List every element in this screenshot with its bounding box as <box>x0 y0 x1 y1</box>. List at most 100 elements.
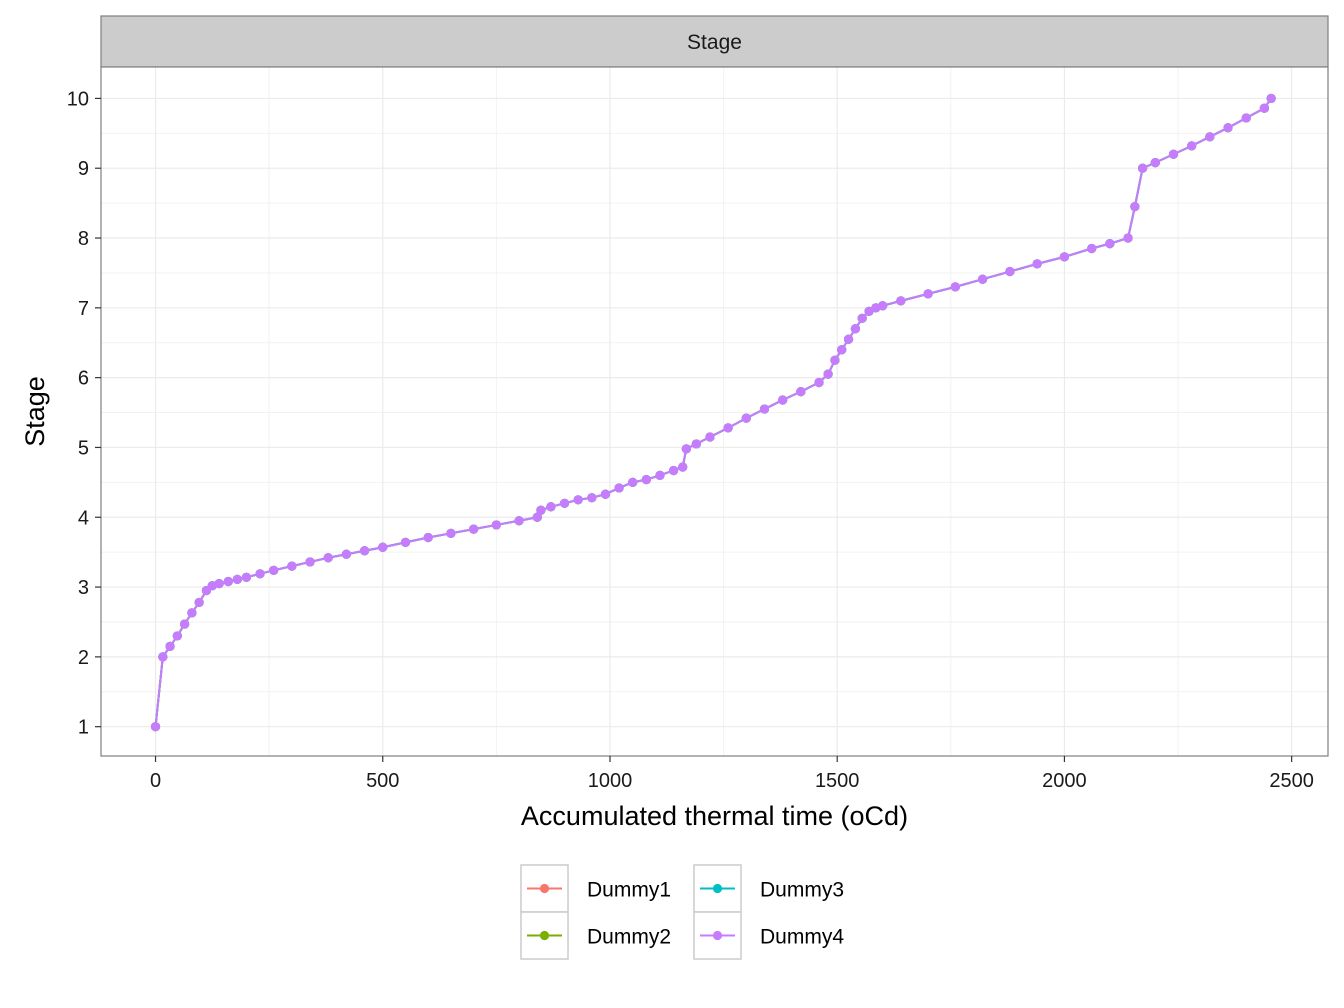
data-point <box>823 369 833 379</box>
data-point <box>532 512 542 522</box>
data-point <box>796 387 806 397</box>
data-point <box>850 324 860 334</box>
data-point <box>678 462 688 472</box>
data-point <box>269 565 279 575</box>
data-point <box>150 722 161 732</box>
data-point <box>878 301 888 311</box>
facet-strip-label: Stage <box>687 31 742 54</box>
legend-label: Dummy3 <box>760 879 844 902</box>
data-point <box>223 576 233 587</box>
data-point <box>1259 103 1269 113</box>
y-axis-title: Stage <box>20 376 50 447</box>
y-tick-label: 4 <box>78 507 89 529</box>
data-point <box>255 569 265 579</box>
data-point <box>830 355 840 365</box>
legend-item-dummy4: Dummy4 <box>693 911 844 960</box>
data-point <box>1087 243 1097 254</box>
data-point <box>446 528 456 538</box>
data-point <box>536 505 546 515</box>
y-tick-label: 5 <box>78 437 89 459</box>
data-point <box>491 520 501 530</box>
data-point <box>1223 123 1233 133</box>
data-point <box>305 557 315 567</box>
data-point <box>1168 149 1179 159</box>
data-point <box>669 465 679 476</box>
y-tick-label: 3 <box>78 577 89 599</box>
data-point <box>705 432 715 442</box>
data-point <box>573 495 583 505</box>
legend-label: Dummy4 <box>760 926 844 949</box>
data-point <box>655 470 665 480</box>
data-point <box>423 532 433 543</box>
data-point <box>614 483 624 493</box>
y-tick-label: 9 <box>78 158 89 180</box>
legend-item-dummy1: Dummy1 <box>520 864 671 913</box>
data-point <box>978 274 988 284</box>
data-point <box>214 578 224 589</box>
y-tick-label: 6 <box>78 368 89 390</box>
x-tick-label: 1500 <box>815 770 860 792</box>
series-layer <box>150 93 1276 732</box>
data-point <box>187 608 197 618</box>
data-point <box>172 631 182 641</box>
data-point <box>778 395 788 405</box>
data-point <box>1105 239 1115 249</box>
data-point <box>341 549 351 559</box>
data-point <box>158 652 168 662</box>
major-gridlines <box>101 67 1328 756</box>
data-point <box>814 377 824 388</box>
y-tick-label: 7 <box>78 298 89 320</box>
data-point <box>1123 233 1133 243</box>
legend-label: Dummy2 <box>587 926 671 949</box>
data-point <box>681 444 691 454</box>
data-point <box>514 516 524 526</box>
legend-item-dummy2: Dummy2 <box>520 911 671 960</box>
data-point <box>759 404 770 414</box>
data-point <box>241 572 252 582</box>
data-point <box>1059 252 1070 262</box>
data-point <box>641 474 651 485</box>
plot-panel <box>101 67 1328 756</box>
data-point <box>950 282 960 292</box>
data-point <box>559 498 570 508</box>
y-tick-label: 8 <box>78 228 89 250</box>
data-point <box>843 334 854 344</box>
legend-key-point <box>712 883 723 894</box>
y-axis: 1 2 3 4 5 6 7 8 9 10 <box>67 88 101 739</box>
data-point <box>1266 93 1276 104</box>
data-point <box>723 423 733 433</box>
legend-item-dummy3: Dummy3 <box>693 864 844 913</box>
legend: Dummy1 Dummy2 Dummy3 Dummy4 <box>520 864 844 960</box>
x-tick-label: 1000 <box>588 770 633 792</box>
data-point <box>323 553 333 563</box>
data-point <box>232 574 242 584</box>
data-point <box>923 289 933 299</box>
x-axis: 0 500 1000 1500 2000 2500 <box>150 756 1314 792</box>
data-point <box>691 439 701 449</box>
data-point <box>864 306 874 316</box>
data-point <box>837 345 847 355</box>
data-point <box>741 413 751 423</box>
data-point <box>896 296 906 306</box>
data-point <box>378 542 388 552</box>
data-point <box>587 493 597 503</box>
y-tick-label: 2 <box>78 647 89 669</box>
x-tick-label: 0 <box>150 770 161 792</box>
legend-key-point <box>712 930 723 941</box>
data-point <box>1137 163 1148 173</box>
legend-key-point <box>539 883 550 894</box>
data-point <box>194 597 204 608</box>
data-point <box>1187 141 1197 151</box>
series-dummy4 <box>150 93 1276 732</box>
data-point <box>1005 266 1015 277</box>
data-point <box>1130 202 1140 212</box>
legend-label: Dummy1 <box>587 879 671 902</box>
data-point <box>400 537 411 547</box>
data-point <box>287 561 297 571</box>
panel-border <box>100 66 1329 757</box>
data-point <box>857 313 867 323</box>
minor-gridlines <box>101 67 1328 756</box>
data-point <box>1032 259 1042 269</box>
y-tick-label: 1 <box>78 717 89 739</box>
facet-strip <box>100 15 1329 68</box>
